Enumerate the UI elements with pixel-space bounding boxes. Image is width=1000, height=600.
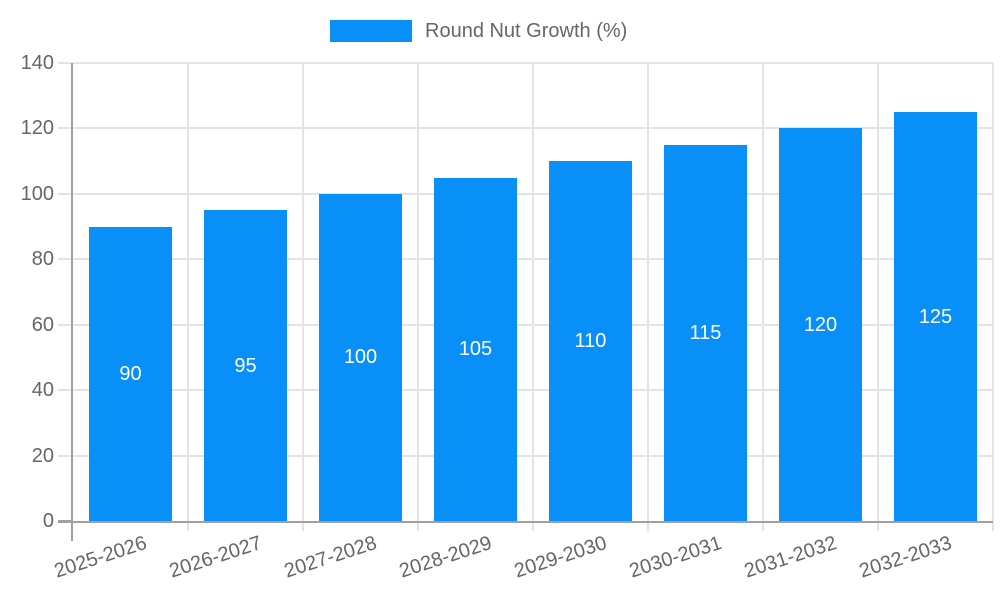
bar-value-label: 100	[343, 346, 378, 369]
x-axis-line	[58, 521, 993, 523]
y-axis-line	[71, 63, 73, 541]
y-axis-tick-label: 60	[31, 313, 54, 336]
y-axis-tick-label: 20	[31, 444, 54, 467]
y-axis-tick	[58, 323, 73, 326]
y-axis-tick-label: 140	[20, 52, 54, 74]
y-axis-tick	[58, 127, 73, 130]
x-axis-tick-label: 2031-2032	[741, 532, 840, 583]
v-gridline	[762, 63, 764, 531]
y-axis-tick-label: 40	[31, 379, 54, 402]
y-axis-tick-label: 120	[20, 117, 54, 140]
bar: 125	[894, 112, 977, 521]
y-axis-tick	[58, 389, 73, 392]
bar: 90	[89, 226, 172, 521]
bar-value-label: 115	[689, 321, 722, 344]
x-axis-tick-label: 2027-2028	[281, 532, 380, 583]
y-axis-tick	[58, 62, 73, 64]
bar: 120	[779, 128, 862, 521]
x-axis-tick-label: 2030-2031	[626, 532, 725, 583]
y-axis-tick	[58, 454, 73, 457]
v-gridline	[532, 63, 534, 531]
v-gridline	[877, 63, 879, 531]
x-axis-tick-label: 2028-2029	[396, 532, 495, 583]
x-axis-tick-label: 2032-2033	[856, 532, 955, 583]
legend-label: Round Nut Growth (%)	[425, 20, 628, 42]
y-axis-tick	[58, 258, 73, 261]
y-axis-tick	[58, 192, 73, 195]
y-axis-tick-label: 100	[20, 182, 54, 205]
bar: 105	[434, 177, 517, 521]
bar-value-label: 90	[119, 362, 142, 385]
v-gridline	[302, 63, 304, 531]
y-axis-tick-label: 80	[31, 248, 54, 271]
chart-legend[interactable]: Round Nut Growth (%)	[330, 20, 627, 42]
v-gridline	[187, 63, 189, 531]
x-axis-tick-label: 2029-2030	[511, 532, 610, 583]
bar-value-label: 120	[803, 313, 838, 336]
bar-value-label: 125	[918, 305, 953, 328]
bar-value-label: 110	[574, 330, 607, 353]
v-gridline	[992, 63, 994, 531]
bar: 115	[664, 144, 747, 521]
legend-swatch	[330, 20, 412, 42]
bar: 110	[549, 161, 632, 521]
y-axis-tick-label: 0	[42, 510, 54, 532]
v-gridline	[647, 63, 649, 531]
bar: 95	[204, 210, 287, 521]
bar: 100	[319, 193, 402, 521]
x-axis-tick-label: 2026-2027	[166, 532, 265, 583]
bar-value-label: 95	[234, 354, 257, 377]
v-gridline	[417, 63, 419, 531]
bar-value-label: 105	[458, 338, 493, 361]
x-axis-tick-label: 2025-2026	[51, 532, 150, 583]
